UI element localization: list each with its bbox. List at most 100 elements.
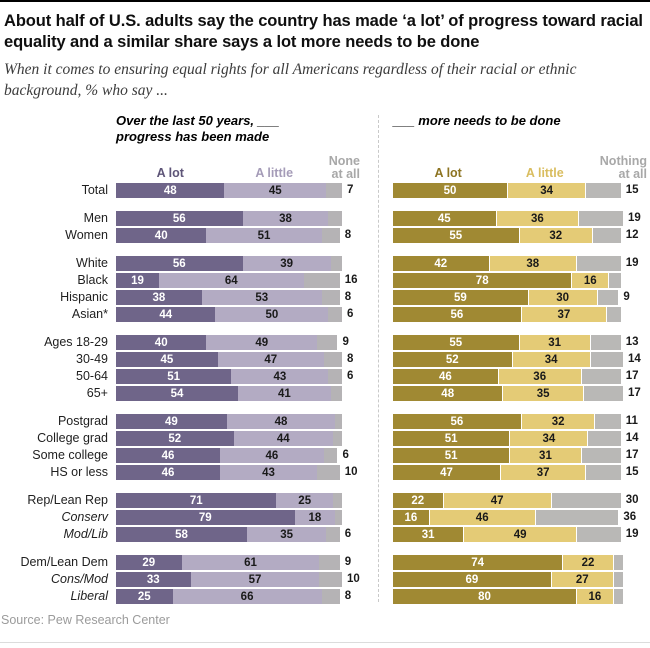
segment-a-little: 45: [224, 183, 327, 198]
segment-rest: [326, 527, 340, 542]
panel-header-right-line1: ___ more needs to be done: [393, 113, 561, 128]
segment-rest: [323, 352, 342, 367]
segment-a-little: 53: [201, 290, 322, 305]
segment-rest: [586, 183, 621, 198]
segment-a-lot: 58: [116, 527, 248, 542]
chart-row: Rep/Lean Rep 71 25 22 47 30: [4, 493, 646, 508]
bar-right: 59 30 9: [393, 290, 630, 305]
segment-a-little: 18: [294, 510, 336, 525]
segment-rest-value-label: 10: [344, 466, 358, 478]
segment-a-little: 43: [231, 369, 329, 384]
segment-a-lot: 46: [116, 465, 220, 480]
segment-rest: [328, 211, 342, 226]
segment-rest-value-label: 14: [625, 432, 639, 444]
bar-right: 45 36 19: [393, 211, 641, 226]
bar-left: 46 43 10: [116, 465, 358, 480]
bar-right: 22 47 30: [393, 493, 638, 508]
bar-right: 46 36 17: [393, 369, 638, 384]
bar-right: 55 32 12: [393, 228, 638, 243]
row-label: Hispanic: [60, 290, 108, 304]
segment-rest-value-label: 11: [625, 415, 638, 427]
segment-a-little: 35: [503, 386, 584, 401]
segment-a-little: 61: [181, 555, 320, 570]
chart-row: HS or less 46 43 10 47 37 15: [4, 465, 646, 480]
segment-rest-value-label: 14: [628, 353, 641, 365]
segment-rest: [319, 572, 342, 587]
chart-row: White 56 39 42 38 19: [4, 256, 646, 271]
bar-left: 79 18: [116, 510, 342, 525]
segment-rest-value-label: 6: [347, 370, 354, 382]
segment-a-lot: 55: [393, 335, 520, 350]
legend-right-a-little: A little: [525, 166, 564, 180]
segment-rest-value-label: 13: [625, 336, 639, 348]
segment-rest-value-label: 7: [347, 184, 354, 196]
segment-a-lot: 71: [116, 493, 277, 508]
chart-row: 30-49 45 47 8 52 34 14: [4, 352, 646, 367]
bar-left: 40 49 9: [116, 335, 349, 350]
segment-a-little: 64: [158, 273, 304, 288]
bar-left: 52 44: [116, 431, 342, 446]
segment-a-lot: 46: [393, 369, 499, 384]
bar-left: 54 41: [116, 386, 342, 401]
page-subtitle: When it comes to ensuring equal rights f…: [4, 61, 577, 99]
bar-right: 56 37: [393, 307, 623, 322]
segment-a-little: 66: [172, 589, 322, 604]
segment-rest: [613, 555, 623, 570]
row-label: Liberal: [70, 589, 108, 603]
segment-a-lot: 49: [116, 414, 227, 429]
segment-a-little: 16: [577, 589, 614, 604]
segment-a-lot: 47: [393, 465, 502, 480]
segment-a-little: 35: [247, 527, 327, 542]
segment-a-lot: 38: [116, 290, 202, 305]
bar-right: 16 46 36: [393, 510, 636, 525]
chart-rows: Total 48 45 7 50 34 15 Men 56 38 45 36 19 Women 40 51 8 5…: [4, 183, 646, 604]
segment-a-lot: 69: [393, 572, 552, 587]
segment-rest-value-label: 6: [344, 528, 352, 540]
segment-a-lot: 79: [116, 510, 295, 525]
segment-rest: [328, 307, 342, 322]
segment-a-lot: 44: [116, 307, 216, 322]
segment-a-lot: 51: [393, 431, 511, 446]
page: About half of U.S. adults say the countr…: [0, 2, 650, 628]
row-label: College grad: [37, 431, 108, 445]
segment-rest: [321, 589, 340, 604]
segment-a-little: 48: [226, 414, 336, 429]
legend-left-rest-line2: at all: [331, 167, 361, 181]
row-label: Black: [77, 273, 108, 287]
row-label: 30-49: [76, 352, 108, 366]
segment-a-little: 43: [219, 465, 318, 480]
row-label: Women: [65, 228, 108, 242]
segment-a-little: 32: [521, 414, 596, 429]
bar-right: 80 16: [393, 589, 623, 604]
chart-row: Total 48 45 7 50 34 15: [4, 183, 646, 198]
segment-rest: [613, 589, 623, 604]
segment-a-little: 38: [242, 211, 329, 226]
segment-rest: [323, 448, 338, 463]
segment-rest-value-label: 10: [347, 573, 360, 585]
segment-a-little: 34: [510, 431, 589, 446]
legend-label-spacer: [4, 150, 108, 180]
segment-rest: [597, 290, 619, 305]
panel-divider-line: [378, 115, 379, 602]
row-label: 50-64: [76, 369, 108, 383]
panel-header-right: ___ more needs to be done: [393, 113, 650, 145]
chart-row: Dem/Lean Dem 29 61 9 74 22: [4, 555, 646, 570]
segment-a-little: 27: [551, 572, 614, 587]
segment-rest: [576, 256, 621, 271]
row-label: Mod/Lib: [63, 527, 108, 541]
segment-rest: [606, 307, 621, 322]
bar-right: 48 35 17: [393, 386, 641, 401]
chart-row: Ages 18-29 40 49 9 55 31 13: [4, 335, 646, 350]
segment-rest: [590, 335, 621, 350]
bar-left: 40 51 8: [116, 228, 351, 243]
segment-rest: [590, 352, 623, 367]
segment-rest-value-label: 15: [625, 184, 639, 196]
segment-rest: [581, 369, 621, 384]
bar-right: 31 49 19: [393, 527, 638, 542]
chart-row: 65+ 54 41 48 35 17: [4, 386, 646, 401]
bar-left: 51 43 6: [116, 369, 353, 384]
header-gap: [342, 113, 393, 145]
segment-rest-value-label: 36: [623, 511, 637, 523]
segment-rest: [613, 572, 623, 587]
segment-a-little: 50: [215, 307, 329, 322]
